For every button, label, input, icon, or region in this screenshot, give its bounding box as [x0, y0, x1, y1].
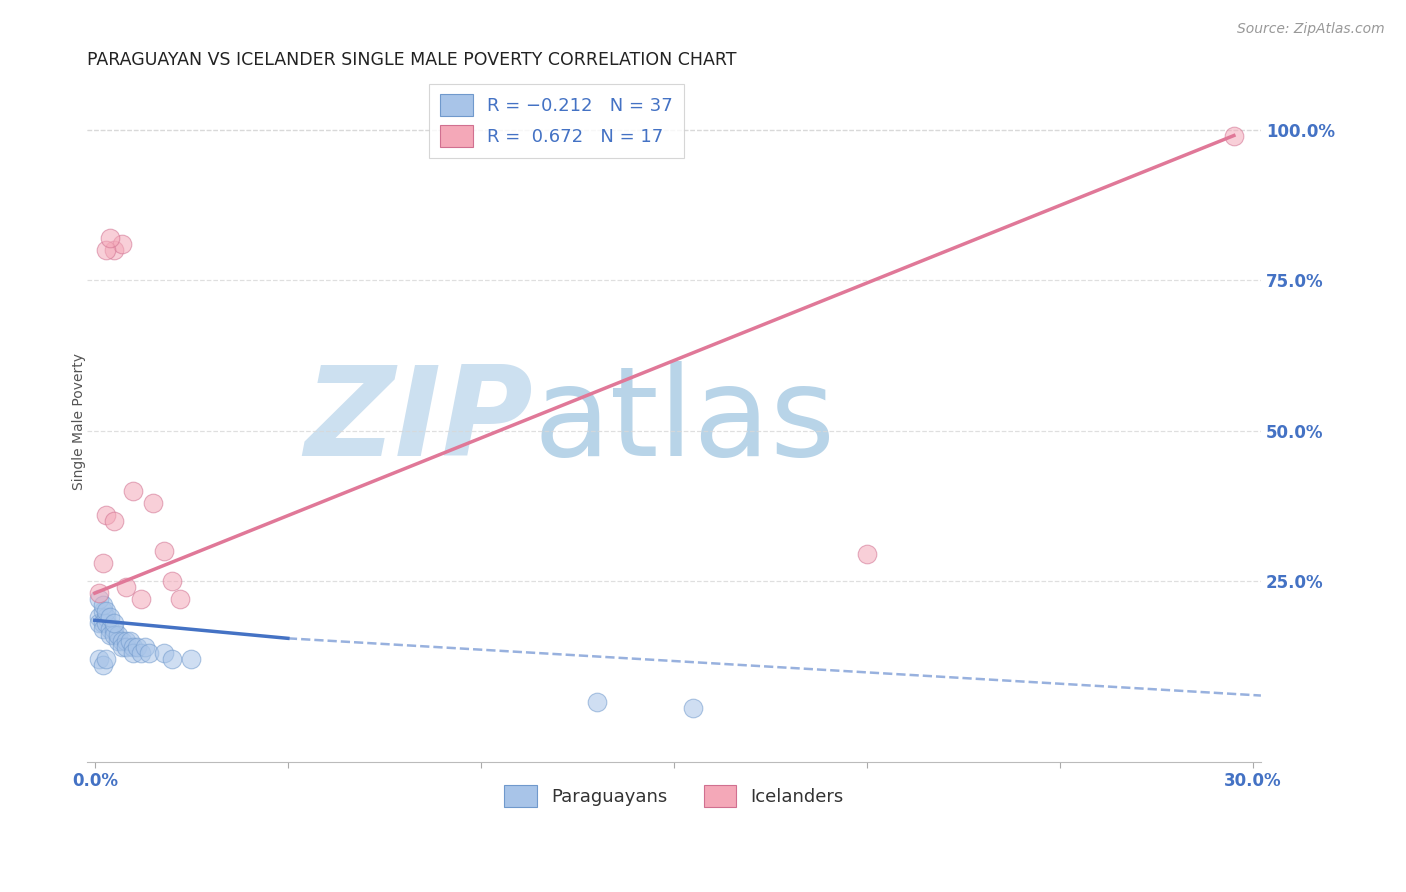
Y-axis label: Single Male Poverty: Single Male Poverty — [72, 353, 86, 490]
Point — [98, 610, 121, 624]
Point — [87, 586, 110, 600]
Point — [160, 574, 183, 588]
Point — [111, 640, 134, 655]
Point — [122, 640, 145, 655]
Point — [96, 610, 118, 624]
Point — [153, 544, 176, 558]
Point — [87, 592, 110, 607]
Point — [129, 646, 152, 660]
Point — [129, 592, 152, 607]
Point — [98, 628, 121, 642]
Point — [114, 634, 136, 648]
Point — [180, 652, 202, 666]
Point — [682, 700, 704, 714]
Point — [111, 236, 134, 251]
Point — [87, 652, 110, 666]
Point — [103, 628, 125, 642]
Point — [91, 622, 114, 636]
Point — [91, 658, 114, 673]
Point — [96, 243, 118, 257]
Point — [114, 580, 136, 594]
Point — [138, 646, 160, 660]
Point — [91, 616, 114, 631]
Point — [111, 634, 134, 648]
Point — [91, 556, 114, 570]
Point — [1223, 128, 1246, 143]
Point — [96, 604, 118, 618]
Point — [91, 604, 114, 618]
Point — [98, 231, 121, 245]
Point — [122, 483, 145, 498]
Point — [169, 592, 191, 607]
Point — [153, 646, 176, 660]
Point — [103, 616, 125, 631]
Point — [107, 628, 129, 642]
Point — [585, 694, 607, 708]
Point — [87, 616, 110, 631]
Point — [96, 652, 118, 666]
Text: Source: ZipAtlas.com: Source: ZipAtlas.com — [1237, 22, 1385, 37]
Text: PARAGUAYAN VS ICELANDER SINGLE MALE POVERTY CORRELATION CHART: PARAGUAYAN VS ICELANDER SINGLE MALE POVE… — [87, 51, 737, 69]
Point — [91, 598, 114, 612]
Point — [103, 243, 125, 257]
Point — [96, 508, 118, 522]
Point — [114, 640, 136, 655]
Point — [134, 640, 156, 655]
Point — [122, 646, 145, 660]
Point — [160, 652, 183, 666]
Point — [103, 514, 125, 528]
Point — [142, 496, 165, 510]
Point — [127, 640, 149, 655]
Text: atlas: atlas — [533, 361, 835, 482]
Point — [856, 547, 879, 561]
Legend: Paraguayans, Icelanders: Paraguayans, Icelanders — [496, 778, 851, 814]
Point — [98, 622, 121, 636]
Point — [96, 616, 118, 631]
Point — [118, 634, 141, 648]
Point — [103, 622, 125, 636]
Point — [87, 610, 110, 624]
Text: ZIP: ZIP — [304, 361, 533, 482]
Point — [107, 634, 129, 648]
